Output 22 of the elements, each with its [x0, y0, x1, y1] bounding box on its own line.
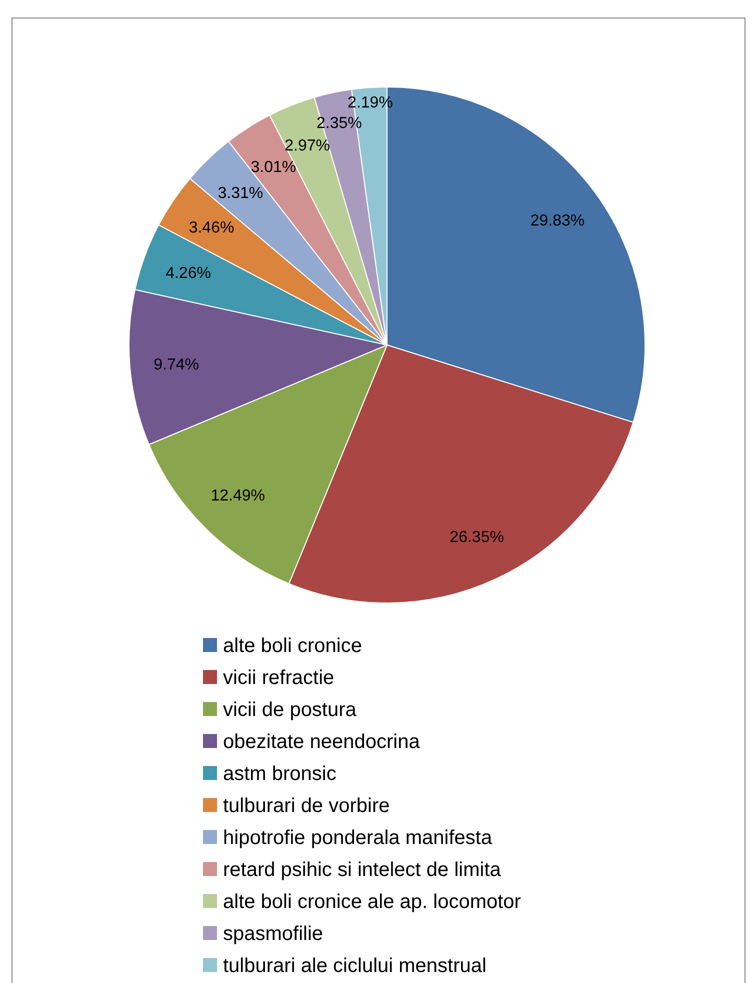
legend-label: alte boli cronice ale ap. locomotor: [223, 891, 522, 913]
data-label: 4.26%: [166, 265, 211, 282]
data-label: 3.31%: [218, 185, 264, 202]
data-label: 26.35%: [450, 529, 504, 546]
data-label: 2.97%: [284, 137, 330, 154]
legend-label: vicii de postura: [223, 699, 358, 721]
legend-label: hipotrofie ponderala manifesta: [223, 827, 493, 849]
data-label: 2.35%: [316, 115, 362, 132]
legend-label: obezitate neendocrina: [223, 731, 421, 753]
legend-label: alte boli cronice: [223, 635, 362, 657]
data-label: 12.49%: [210, 488, 266, 505]
legend-label: vicii refractie: [223, 667, 334, 689]
data-label: 2.19%: [348, 94, 393, 112]
data-label: 9.74%: [154, 356, 199, 374]
data-label: 29.83%: [530, 212, 585, 230]
legend-label: astm bronsic: [223, 763, 336, 785]
legend-label: spasmofilie: [223, 923, 324, 945]
legend-label: retard psihic si intelect de limita: [223, 859, 502, 881]
data-label: 3.46%: [188, 219, 234, 236]
legend-label: tulburari ale ciclului menstrual: [223, 955, 486, 977]
data-label: 3.01%: [250, 159, 296, 176]
legend-label: tulburari de vorbire: [223, 795, 390, 817]
